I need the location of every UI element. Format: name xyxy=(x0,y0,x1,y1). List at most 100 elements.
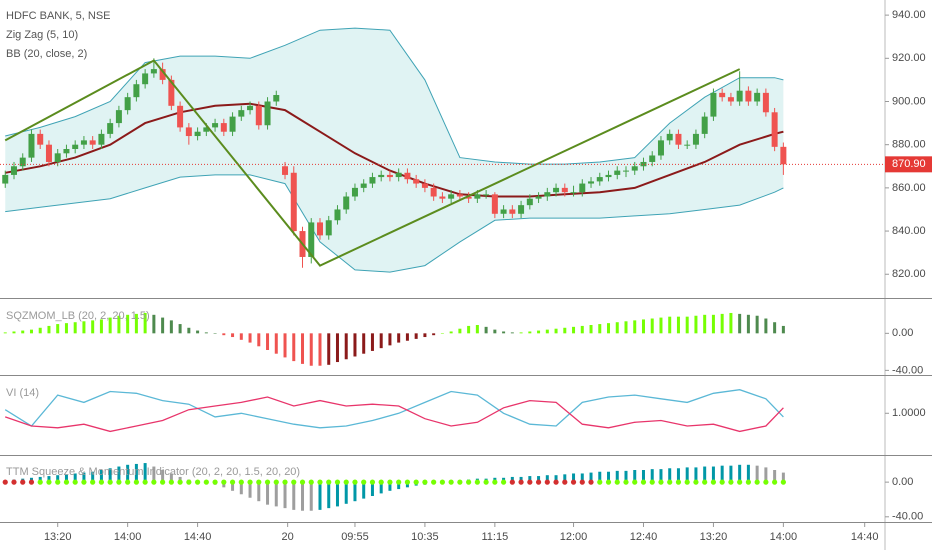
histogram-bar xyxy=(231,333,235,338)
squeeze-dot xyxy=(203,479,209,485)
histogram-bar xyxy=(519,332,523,334)
histogram-bar xyxy=(178,324,182,334)
squeeze-dot xyxy=(396,479,402,485)
histogram-bar xyxy=(668,316,672,334)
study-label: BB (20, close, 2) xyxy=(6,48,87,60)
histogram-bar xyxy=(12,331,16,334)
squeeze-dot xyxy=(439,479,445,485)
candle-body xyxy=(570,192,577,194)
histogram-bar xyxy=(56,324,60,334)
squeeze-dot xyxy=(457,479,463,485)
histogram-bar xyxy=(38,476,42,483)
histogram-bar xyxy=(668,468,672,483)
candle-body xyxy=(605,174,612,178)
histogram-bar xyxy=(694,315,698,334)
squeeze-dot xyxy=(763,479,769,485)
histogram-bar xyxy=(764,467,768,483)
histogram-bar xyxy=(764,318,768,334)
candle-body xyxy=(579,183,586,193)
candle-body xyxy=(115,110,122,124)
squeeze-dot xyxy=(597,479,603,485)
squeeze-dot xyxy=(229,479,236,485)
zigzag xyxy=(4,59,741,267)
histogram-bar xyxy=(108,317,112,334)
squeeze-dot xyxy=(483,479,489,485)
x-tick-label: 12:00 xyxy=(560,531,588,543)
squeeze-dot xyxy=(579,479,585,485)
candle-body xyxy=(675,133,682,145)
histogram-bar xyxy=(554,475,558,483)
histogram-bar xyxy=(266,482,270,505)
squeeze-dot xyxy=(194,479,201,485)
candle-body xyxy=(509,209,516,214)
histogram-bar xyxy=(309,482,313,511)
histogram-bar xyxy=(580,473,584,483)
histogram-bar xyxy=(362,333,366,354)
histogram-bar xyxy=(624,321,628,334)
histogram-bar xyxy=(301,482,305,511)
candle-body xyxy=(229,116,236,132)
candle-body xyxy=(247,105,254,111)
histogram-bar xyxy=(29,329,33,334)
squeeze-dot xyxy=(667,479,673,485)
candle-body xyxy=(404,172,411,180)
y-tick-label: 840.00 xyxy=(892,225,926,237)
histogram-bar xyxy=(554,328,558,334)
histogram-bar xyxy=(598,324,602,334)
squeeze-dot xyxy=(640,479,647,485)
histogram-bar xyxy=(222,333,226,336)
histogram-bar xyxy=(650,318,654,334)
squeeze-dot xyxy=(772,479,778,485)
candle-body xyxy=(80,140,87,145)
y-tick-label: 920.00 xyxy=(892,52,926,64)
histogram-bar xyxy=(301,333,305,364)
candle-body xyxy=(98,133,105,145)
candle-body xyxy=(89,140,96,145)
histogram-bar xyxy=(99,470,103,483)
histogram-bar xyxy=(545,329,549,334)
histogram-bar xyxy=(545,475,549,483)
candle-body xyxy=(159,69,166,80)
candle-body xyxy=(701,116,708,134)
squeeze-dot xyxy=(98,479,105,485)
histogram-bar xyxy=(257,333,261,347)
squeeze-dot xyxy=(702,479,708,485)
histogram-bar xyxy=(47,476,51,483)
histogram-bar xyxy=(659,317,663,334)
histogram-bar xyxy=(703,466,707,483)
histogram-bar xyxy=(126,314,130,334)
histogram-bar xyxy=(563,327,567,334)
histogram-bar xyxy=(82,472,86,483)
histogram-bar xyxy=(222,482,226,488)
squeeze-dot xyxy=(369,479,376,485)
histogram-bar xyxy=(449,331,453,334)
squeeze-dot xyxy=(247,479,253,485)
histogram-bar xyxy=(388,333,392,346)
squeeze-dot xyxy=(125,479,131,485)
squeeze-dot xyxy=(186,479,192,485)
histogram-bar xyxy=(773,322,777,334)
histogram-bar xyxy=(239,482,243,495)
histogram-bar xyxy=(537,476,541,483)
histogram-bar xyxy=(213,333,217,334)
squeeze-dot xyxy=(737,479,743,485)
candle-body xyxy=(439,196,446,199)
candle-body xyxy=(290,172,297,232)
pane-title: VI (14) xyxy=(6,387,39,399)
histogram-bar xyxy=(720,465,724,483)
histogram-bar xyxy=(73,473,77,483)
candle-body xyxy=(771,112,778,147)
histogram-bar xyxy=(615,470,619,483)
candle-body xyxy=(351,187,358,197)
histogram-bar xyxy=(607,323,611,334)
histogram-bar xyxy=(711,314,715,334)
histogram-bar xyxy=(388,482,392,491)
histogram-bar xyxy=(703,314,707,334)
pane-title: TTM Squeeze & Momentum Indicator (20, 2,… xyxy=(6,466,300,478)
histogram-bar xyxy=(64,474,68,483)
squeeze-dot xyxy=(20,479,26,485)
candle-body xyxy=(177,105,184,128)
squeeze-dot xyxy=(168,479,174,485)
candle-body xyxy=(203,127,210,132)
x-tick-label: 14:40 xyxy=(851,531,879,543)
